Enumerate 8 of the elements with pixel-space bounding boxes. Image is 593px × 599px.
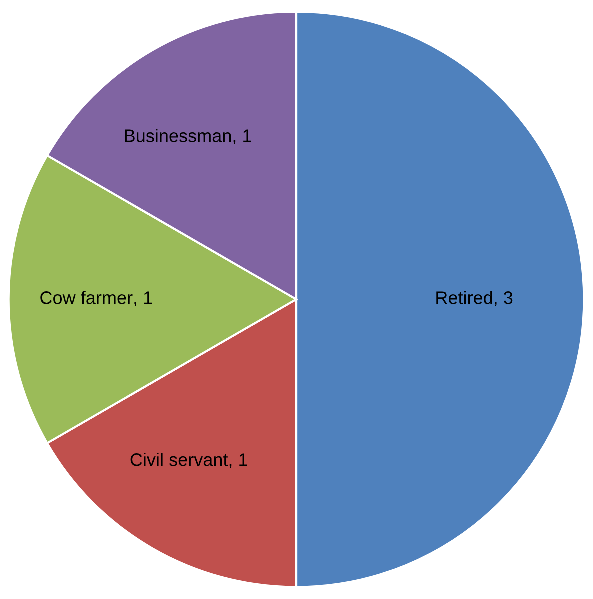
data-label: , 3	[494, 292, 513, 306]
slice-label: Cow farmer	[40, 291, 133, 304]
data-label: , 1	[134, 292, 152, 306]
slice-label: Civil servant	[130, 453, 228, 466]
slice-label: Businessman	[125, 129, 232, 142]
data-label: , 1	[234, 130, 252, 145]
data-label: , 1	[230, 454, 248, 468]
slice-label: Retired	[436, 291, 492, 304]
